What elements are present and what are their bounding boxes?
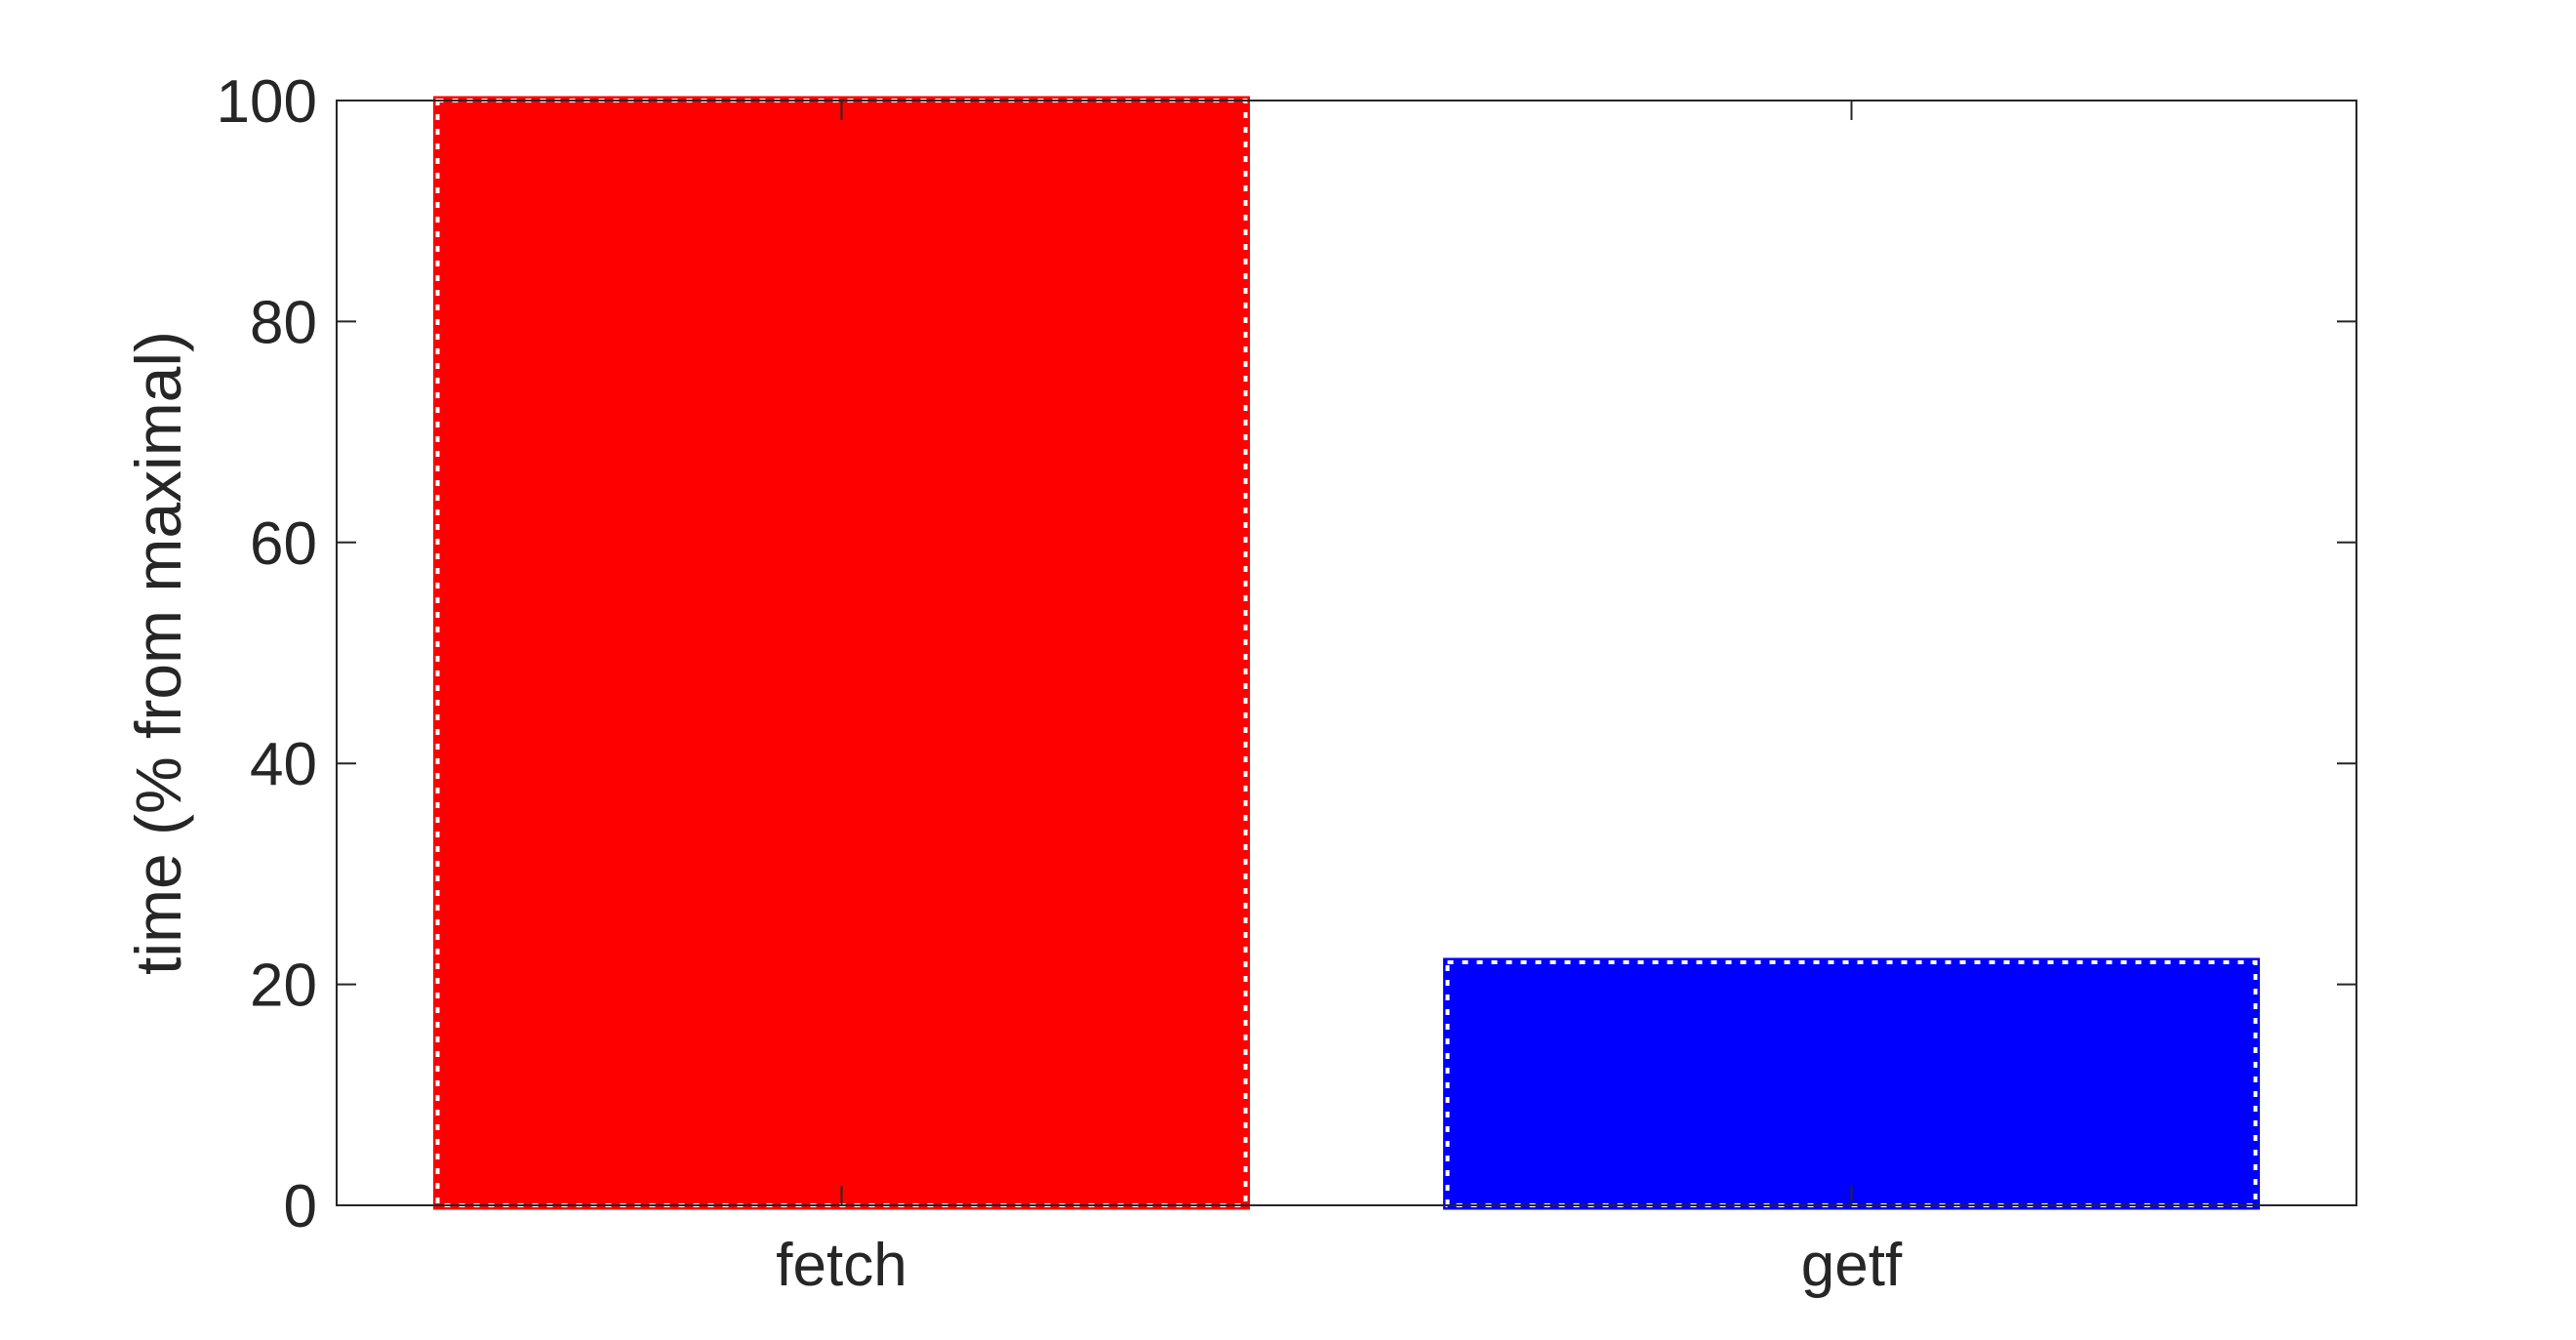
y-ticks: 0 20 40 60 80 100 <box>217 68 2356 1240</box>
y-axis-label: time (% from maximal) <box>122 331 194 975</box>
bar-edge-getf <box>1445 959 2258 1208</box>
y-tick-label: 0 <box>284 1173 317 1240</box>
x-tick-label-fetch: fetch <box>776 1232 906 1299</box>
y-tick-label: 80 <box>250 289 317 356</box>
bar-fetch <box>433 96 1250 1210</box>
x-tick-label-getf: getf <box>1801 1232 1903 1299</box>
y-tick-label: 40 <box>250 731 317 798</box>
bar-getf <box>1443 957 2260 1210</box>
y-tick-label: 60 <box>250 510 317 578</box>
x-ticks: fetch getf <box>776 101 1903 1299</box>
y-tick-label: 100 <box>217 68 317 136</box>
plot-frame <box>336 100 2357 1206</box>
y-tick-label: 20 <box>250 953 317 1020</box>
bars-layer <box>433 96 2260 1210</box>
